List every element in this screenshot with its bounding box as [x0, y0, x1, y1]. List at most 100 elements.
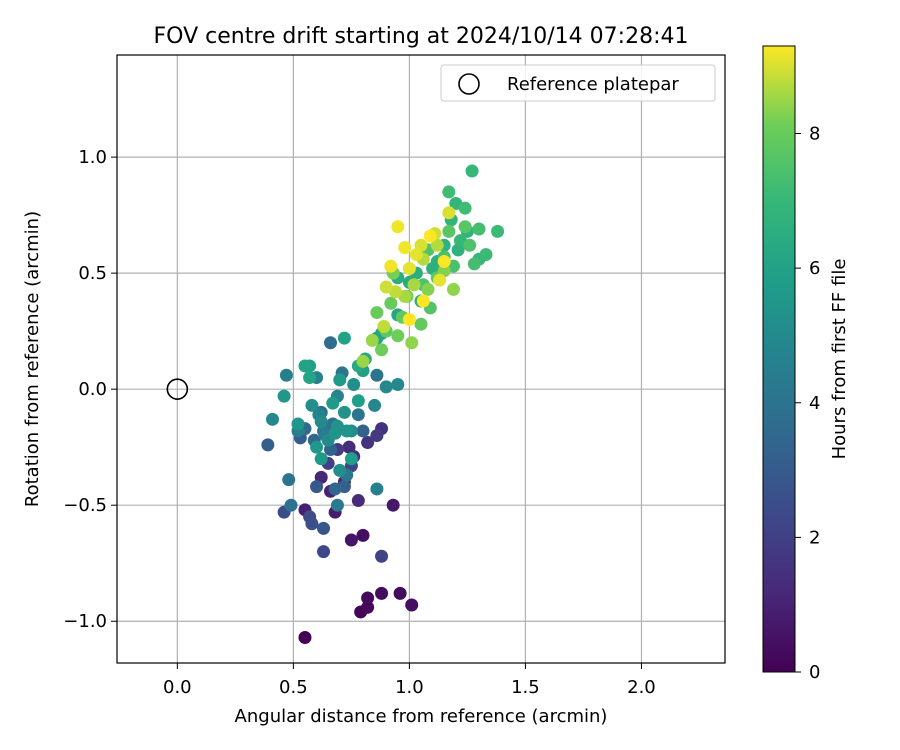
colorbar-ticks: 0 2 4 6 8	[795, 124, 820, 683]
data-point	[437, 255, 451, 269]
data-point	[284, 498, 298, 512]
data-point	[333, 373, 347, 387]
colorbar-label: Hours from first FF file	[829, 259, 850, 460]
x-tick-label: 1.0	[395, 677, 424, 698]
colorbar-tick-label: 2	[809, 527, 820, 548]
x-tick-label: 0.0	[163, 677, 192, 698]
reference-marker	[166, 378, 189, 400]
data-point	[328, 426, 342, 440]
y-tick-label: −0.5	[63, 495, 107, 516]
legend-marker	[458, 73, 480, 95]
data-point	[446, 282, 460, 296]
data-point	[463, 238, 477, 252]
data-point	[298, 630, 312, 644]
data-point	[467, 257, 481, 271]
data-point	[421, 282, 435, 296]
legend-box	[440, 64, 716, 102]
y-axis: −1.0 −0.5 0.0 0.5 1.0	[63, 147, 117, 632]
data-point	[423, 229, 437, 243]
data-point	[458, 220, 472, 234]
y-tick-label: 0.5	[78, 263, 107, 284]
data-point	[340, 424, 354, 438]
x-axis: 0.0 0.5 1.0 1.5 2.0	[163, 663, 656, 698]
data-point	[356, 528, 370, 542]
data-point	[291, 417, 305, 431]
data-point	[368, 398, 382, 412]
data-point	[277, 389, 291, 403]
x-axis-label: Angular distance from reference (arcmin)	[235, 706, 608, 727]
data-point	[298, 359, 312, 373]
data-point	[384, 259, 398, 273]
data-point	[433, 273, 447, 287]
data-point	[314, 452, 328, 466]
data-point	[398, 241, 412, 255]
data-point	[265, 412, 279, 426]
data-point	[386, 498, 400, 512]
data-point	[409, 248, 423, 262]
data-point	[377, 320, 391, 334]
colorbar-tick-label: 0	[809, 662, 820, 683]
x-tick-label: 1.5	[511, 677, 540, 698]
data-point	[330, 498, 344, 512]
data-point	[393, 586, 407, 600]
data-point	[384, 296, 398, 310]
data-point	[465, 164, 479, 178]
data-point	[337, 405, 351, 419]
data-point	[361, 436, 375, 450]
data-point	[370, 482, 384, 496]
data-point	[344, 533, 358, 547]
grid	[117, 55, 725, 663]
data-point	[356, 424, 370, 438]
data-point	[430, 238, 444, 252]
data-point	[310, 440, 324, 454]
legend: Reference platepar	[440, 64, 716, 102]
data-point	[305, 517, 319, 531]
data-point	[351, 494, 365, 508]
data-point	[337, 331, 351, 345]
data-point	[391, 378, 405, 392]
data-points	[261, 164, 505, 644]
data-point	[416, 294, 430, 308]
data-point	[405, 598, 419, 612]
data-point	[370, 306, 384, 320]
data-point	[379, 280, 393, 294]
data-point	[351, 408, 365, 422]
data-point	[326, 396, 340, 410]
data-point	[323, 336, 337, 350]
data-point	[375, 549, 389, 563]
data-point	[361, 591, 375, 605]
data-point	[351, 394, 365, 408]
data-point	[317, 545, 331, 559]
y-tick-label: 1.0	[78, 147, 107, 168]
data-point	[405, 336, 419, 350]
data-point	[303, 371, 317, 385]
data-point	[261, 438, 275, 452]
colorbar: 0 2 4 6 8 Hours from first FF file	[762, 45, 850, 683]
data-point	[458, 201, 472, 215]
colorbar-tick-label: 8	[809, 124, 820, 145]
colorbar-gradient	[762, 45, 796, 673]
data-point	[310, 480, 324, 494]
data-point	[356, 354, 370, 368]
data-point	[402, 261, 416, 275]
y-tick-label: −1.0	[63, 611, 107, 632]
data-point	[375, 343, 389, 357]
data-point	[491, 224, 505, 238]
data-point	[279, 368, 293, 382]
data-point	[282, 473, 296, 487]
data-point	[391, 220, 405, 234]
data-point	[479, 248, 493, 262]
data-point	[333, 463, 347, 477]
colorbar-tick-label: 6	[809, 258, 820, 279]
x-tick-label: 2.0	[627, 677, 656, 698]
data-point	[361, 600, 375, 614]
plot-frame	[116, 54, 726, 664]
chart-title: FOV centre drift starting at 2024/10/14 …	[154, 24, 689, 49]
data-point	[472, 222, 486, 236]
data-point	[347, 378, 361, 392]
y-tick-label: 0.0	[78, 379, 107, 400]
data-point	[375, 586, 389, 600]
data-point	[317, 521, 331, 535]
data-point	[402, 313, 416, 327]
